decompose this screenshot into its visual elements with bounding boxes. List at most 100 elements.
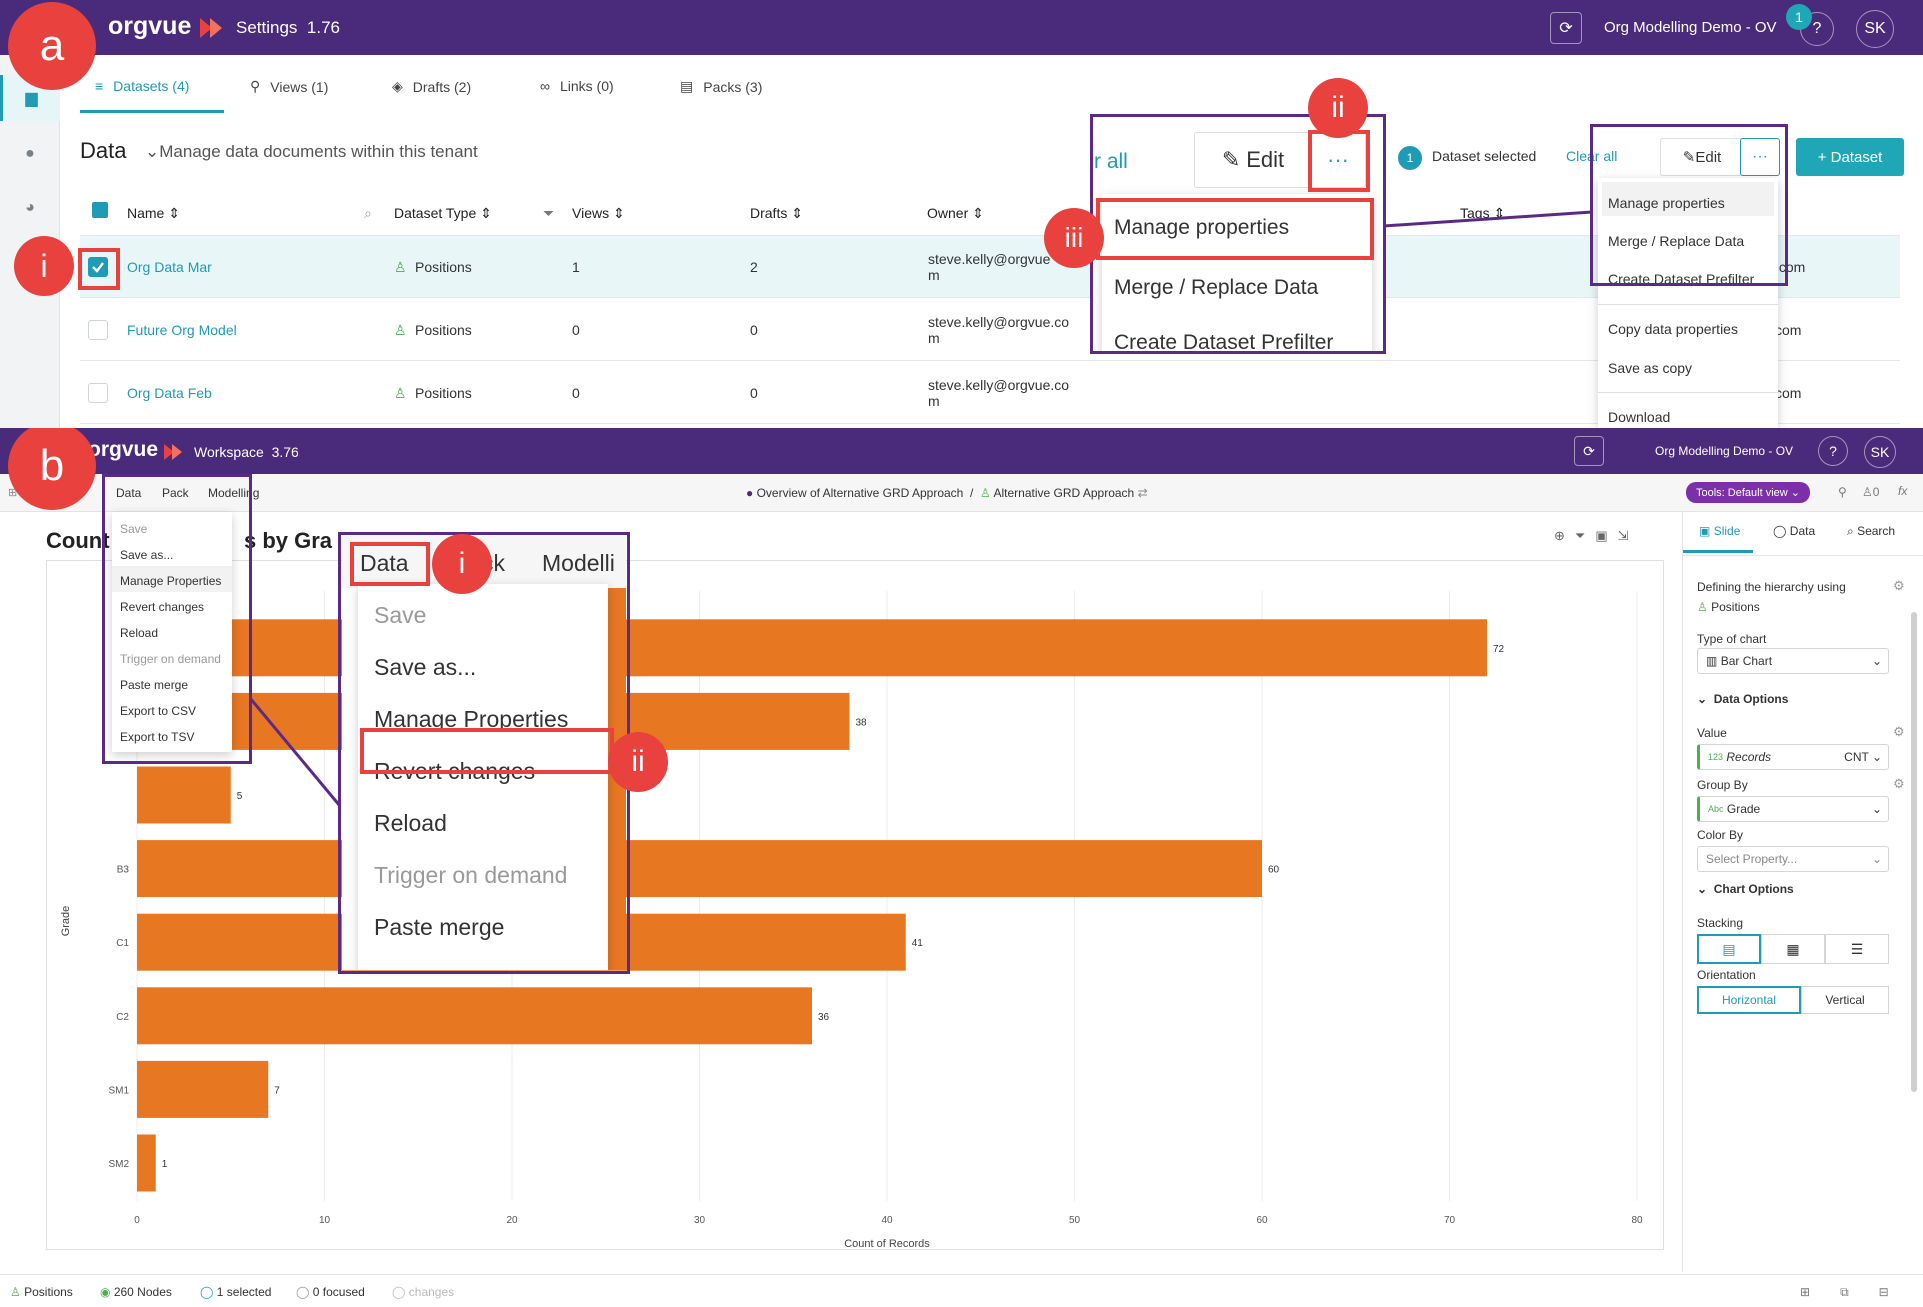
- column-dataset-type[interactable]: Dataset Type ⇕: [394, 205, 492, 221]
- tenant-switcher[interactable]: Org Modelling Demo - OV: [1604, 19, 1777, 36]
- stacking-stacked-button[interactable]: ▦: [1761, 934, 1825, 964]
- highlight-more-button: [1308, 130, 1370, 192]
- chart-type-select[interactable]: ▥ Bar Chart ⌄: [1697, 648, 1889, 674]
- screen-icon[interactable]: ▣: [1595, 528, 1618, 543]
- filter-icon[interactable]: ⏷: [543, 205, 555, 221]
- formula-icon[interactable]: fx: [1898, 484, 1908, 498]
- status-changes[interactable]: ◯ changes: [392, 1285, 455, 1299]
- pin-icon[interactable]: ⚲: [1838, 485, 1847, 499]
- column-tags[interactable]: Tags ⇕: [1460, 205, 1506, 221]
- menu-modelling[interactable]: Modelling: [208, 486, 260, 500]
- refresh-icon[interactable]: ⟳: [1574, 436, 1604, 466]
- dataset-name-link[interactable]: Org Data Feb: [127, 385, 212, 401]
- tab-links[interactable]: ∞ Links (0): [540, 78, 614, 94]
- gear-icon[interactable]: ⚙: [1893, 776, 1905, 791]
- delete-icon[interactable]: ⊟: [1878, 1285, 1919, 1299]
- user-avatar[interactable]: SK: [1856, 10, 1894, 48]
- menu-data[interactable]: Data: [116, 486, 142, 500]
- data-menu-revert-changes[interactable]: Revert changes: [120, 600, 205, 614]
- row-checkbox[interactable]: [88, 320, 108, 340]
- table-row[interactable]: Org Data Feb ♙ Positions 0 0 steve.kelly…: [80, 362, 1900, 424]
- highlight-data-menu: [350, 542, 430, 586]
- status-selected[interactable]: ◯ 1 selected: [200, 1285, 272, 1299]
- tab-search[interactable]: ⌕ Search: [1847, 524, 1896, 538]
- data-menu-reload[interactable]: Reload: [120, 626, 159, 640]
- chart-options-header[interactable]: ⌄ Chart Options: [1697, 882, 1794, 896]
- column-drafts[interactable]: Drafts ⇕: [750, 205, 803, 221]
- column-owner[interactable]: Owner ⇕: [927, 205, 984, 221]
- dataset-name-link[interactable]: Org Data Mar: [127, 259, 212, 275]
- export-icon[interactable]: ⇲: [1617, 528, 1639, 543]
- orientation-horizontal-button[interactable]: Horizontal: [1697, 986, 1801, 1014]
- tab-drafts[interactable]: ◈ Drafts (2): [392, 78, 472, 95]
- tab-data[interactable]: ◯ Data: [1773, 524, 1816, 538]
- menu-item-manage-properties[interactable]: Manage properties: [1608, 195, 1725, 211]
- breadcrumb-overview[interactable]: Overview of Alternative GRD Approach: [756, 486, 964, 500]
- data-menu-manage-properties[interactable]: Manage Properties: [120, 574, 222, 588]
- data-menu-export-csv[interactable]: Export to CSV: [120, 704, 197, 718]
- filter-icon[interactable]: ⏷: [1574, 528, 1596, 543]
- bar[interactable]: [137, 1060, 269, 1118]
- orientation-vertical-button[interactable]: Vertical: [1801, 986, 1889, 1014]
- user-avatar[interactable]: SK: [1864, 436, 1896, 468]
- menu-item-create-prefilter[interactable]: Create Dataset Prefilter: [1608, 271, 1755, 283]
- search-icon[interactable]: ⌕: [364, 205, 372, 221]
- row-checkbox[interactable]: [88, 383, 108, 403]
- data-options-header[interactable]: ⌄ Data Options: [1697, 692, 1789, 706]
- breadcrumb-current[interactable]: Alternative GRD Approach: [993, 486, 1135, 500]
- add-node-icon[interactable]: ⊞: [1800, 1285, 1841, 1299]
- value-select[interactable]: 123 Records CNT ⌄: [1697, 744, 1889, 770]
- table-row[interactable]: Org Data Mar ♙ Positions 1 2 steve.kelly…: [80, 236, 1900, 298]
- menu-item-download[interactable]: Download: [1608, 409, 1671, 425]
- zoom-menu-modelling: Modelli: [542, 550, 615, 576]
- column-name[interactable]: Name ⇕: [127, 205, 180, 221]
- select-all-checkbox[interactable]: [92, 202, 108, 218]
- tenant-switcher[interactable]: Org Modelling Demo - OV: [1655, 444, 1794, 458]
- globe-icon[interactable]: ⊕: [1554, 528, 1575, 543]
- tab-slide[interactable]: ▣ Slide: [1699, 524, 1741, 538]
- tab-views[interactable]: ⚲ Views (1): [250, 78, 329, 95]
- add-icon[interactable]: ⊞: [8, 487, 18, 499]
- data-menu-save-as[interactable]: Save as...: [120, 548, 174, 562]
- tools-view-dropdown[interactable]: Tools: Default view ⌄: [1686, 482, 1810, 503]
- notification-badge[interactable]: 1: [1786, 4, 1812, 30]
- row-checkbox[interactable]: [88, 257, 108, 277]
- copy-icon[interactable]: ⧉: [1840, 1285, 1879, 1299]
- menu-item-save-as-copy[interactable]: Save as copy: [1608, 360, 1693, 376]
- menu-item-merge-replace[interactable]: Merge / Replace Data: [1608, 233, 1745, 249]
- data-menu-paste-merge[interactable]: Paste merge: [120, 678, 189, 692]
- group-by-select[interactable]: Abc Grade ⌄: [1697, 796, 1889, 822]
- stacking-grouped-button[interactable]: ▤: [1697, 934, 1761, 964]
- bar[interactable]: [137, 766, 231, 824]
- tab-packs[interactable]: ▤ Packs (3): [680, 78, 763, 95]
- bar[interactable]: [137, 987, 812, 1045]
- column-views[interactable]: Views ⇕: [572, 205, 625, 221]
- bar-chart-icon: ▥: [1706, 654, 1718, 668]
- add-dataset-button[interactable]: + Dataset: [1796, 138, 1904, 176]
- sync-icon[interactable]: ⇄: [1137, 486, 1148, 500]
- dataset-name-link[interactable]: Future Org Model: [127, 322, 237, 338]
- owner-email: steve.kelly@orgvue.co m: [928, 314, 1070, 346]
- data-menu-save[interactable]: Save: [120, 522, 148, 536]
- scrollbar[interactable]: [1911, 612, 1917, 1092]
- table-row[interactable]: Future Org Model ♙ Positions 0 0 steve.k…: [80, 299, 1900, 361]
- data-menu-trigger-on-demand[interactable]: Trigger on demand: [120, 652, 221, 666]
- section-subtitle[interactable]: ⌄Manage data documents within this tenan…: [145, 142, 478, 161]
- users-icon[interactable]: ●: [25, 145, 35, 162]
- menu-item-copy-data-properties[interactable]: Copy data properties: [1608, 321, 1738, 337]
- palette-icon[interactable]: ◕: [25, 199, 35, 216]
- zoom-data-menu: Save Save as... Manage Properties Revert…: [358, 584, 608, 970]
- gear-icon[interactable]: ⚙: [1893, 578, 1905, 593]
- status-focused[interactable]: ◯ 0 focused: [296, 1285, 365, 1299]
- gear-icon[interactable]: ⚙: [1893, 724, 1905, 739]
- stacking-percent-button[interactable]: ☰: [1825, 934, 1889, 964]
- menu-pack[interactable]: Pack: [162, 486, 189, 500]
- refresh-icon[interactable]: ⟳: [1550, 12, 1582, 44]
- data-menu-export-tsv[interactable]: Export to TSV: [120, 730, 195, 744]
- bar[interactable]: [137, 1134, 156, 1192]
- bar[interactable]: [137, 840, 1262, 898]
- color-by-select[interactable]: Select Property... ⌄: [1697, 846, 1889, 872]
- help-button[interactable]: ?: [1818, 436, 1848, 466]
- tab-datasets[interactable]: ≡ Datasets (4): [95, 78, 190, 94]
- more-options-button[interactable]: ···: [1740, 138, 1780, 176]
